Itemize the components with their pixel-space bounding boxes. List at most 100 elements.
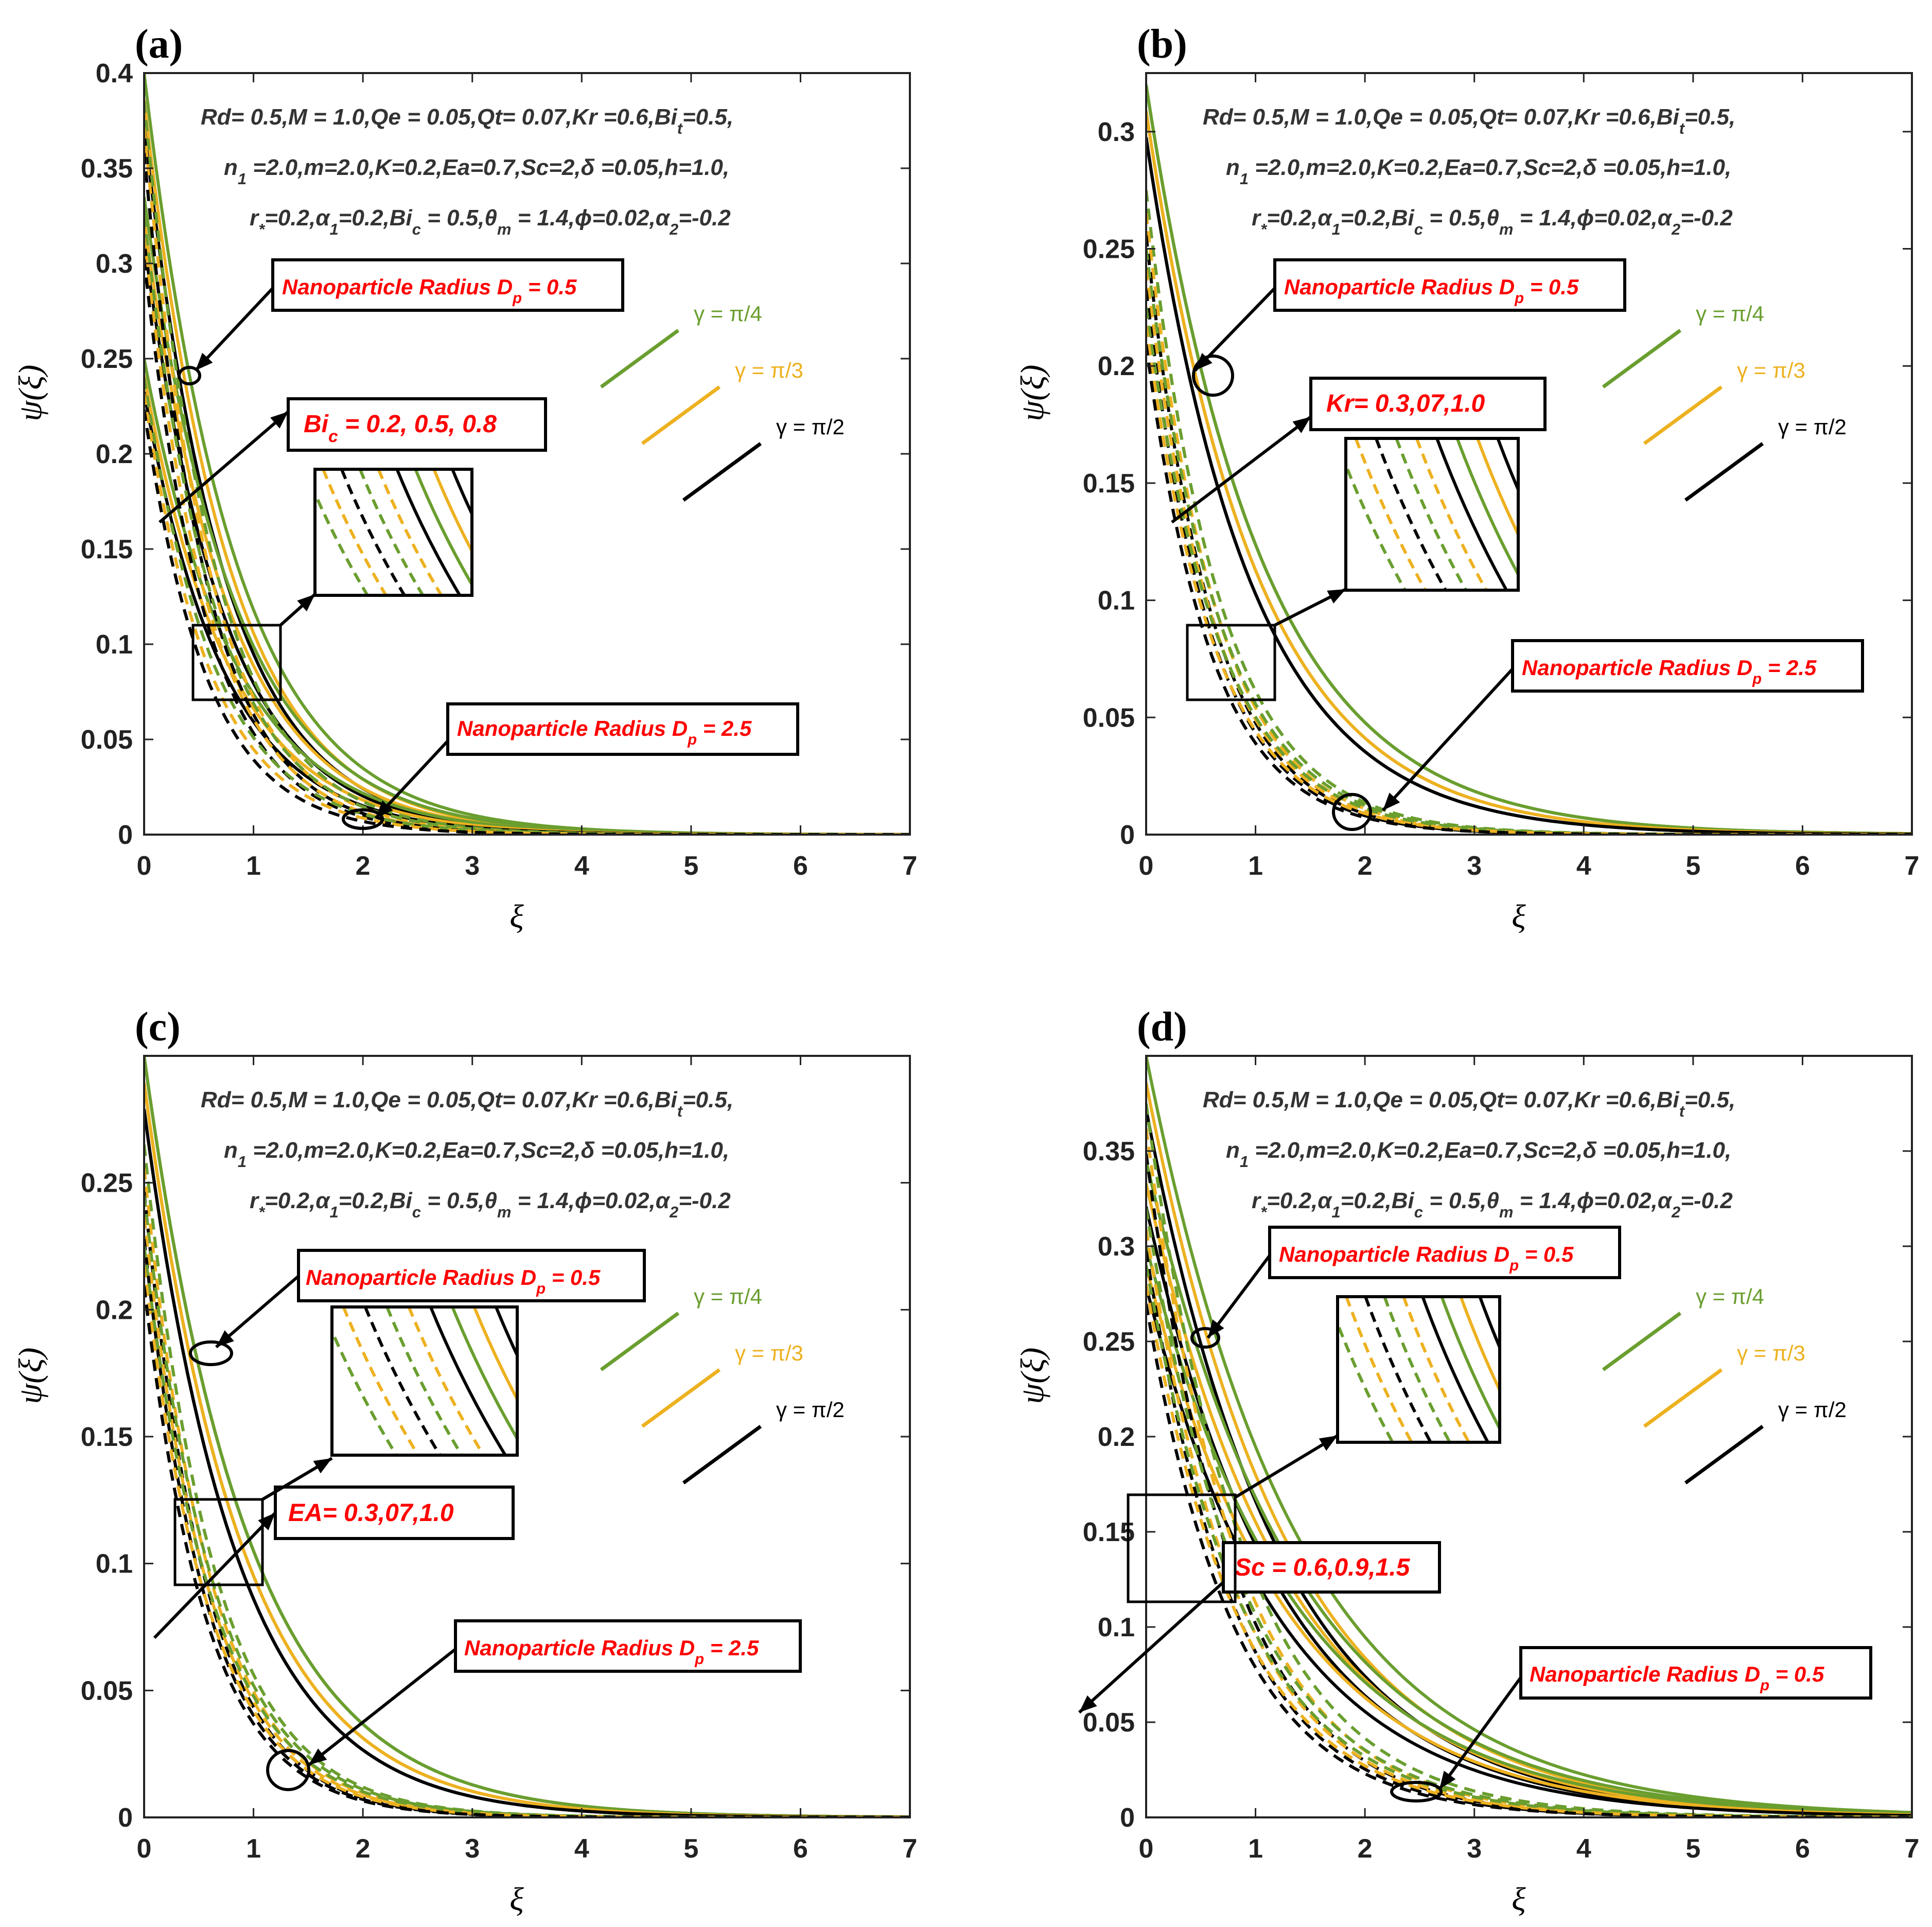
arrow-parameter-head [1079, 1695, 1097, 1712]
y-tick-label: 0.3 [96, 249, 133, 279]
zoom-curve [432, 469, 472, 555]
legend-label-0: γ = π/4 [1696, 302, 1764, 326]
legend-line-1 [641, 1368, 721, 1428]
arrow-np-bottom [308, 1648, 456, 1766]
zoom-curve [451, 469, 472, 518]
x-tick-label: 4 [1576, 851, 1591, 881]
annotation-np-top: Nanoparticle Radius Dp = 0.5 [282, 275, 577, 307]
panel-label: (a) [135, 22, 183, 67]
marker-ellipse-top [1190, 1327, 1220, 1349]
x-tick-label: 5 [1685, 851, 1700, 881]
zoom-curve [377, 469, 444, 595]
x-tick-label: 1 [246, 851, 261, 881]
zoom-curve [1455, 438, 1518, 578]
legend-label-2: γ = π/2 [1778, 415, 1847, 439]
x-tick-label: 7 [903, 851, 918, 881]
curve-dashed-1-gamma-2 [144, 259, 910, 835]
x-tick-label: 6 [793, 851, 808, 881]
zoom-curve [1476, 438, 1518, 538]
curve-dashed-2-gamma-0 [1146, 1265, 1912, 1817]
zoom-curve [1345, 1297, 1414, 1442]
y-tick-label: 0.3 [1098, 117, 1135, 147]
y-tick-label: 0.35 [1083, 1137, 1135, 1166]
y-tick-label: 0 [1120, 1803, 1135, 1833]
y-tick-label: 0 [1120, 820, 1135, 850]
zoom-curve [1478, 1297, 1500, 1352]
x-tick-label: 3 [1467, 1834, 1482, 1864]
x-tick-label: 6 [793, 1834, 808, 1864]
marker-ellipse-top [1192, 355, 1234, 397]
panel-d: (d) 0 1 2 3 4 5 6 7 0 0.05 0.1 0.15 0.2 0.25 0.3 0.35 ξ ψ(… [1014, 1004, 1919, 1917]
x-tick-label: 1 [1248, 851, 1263, 881]
x-tick-label: 6 [1795, 1834, 1810, 1864]
y-tick-label: 0.35 [81, 154, 133, 184]
x-tick-label: 0 [1139, 851, 1154, 881]
y-tick-label: 0.05 [1083, 703, 1135, 733]
annotation-np-top: Nanoparticle Radius Dp = 0.5 [1279, 1242, 1574, 1274]
annotation-np-bottom-box [446, 702, 799, 756]
zoom-curve [385, 1307, 464, 1455]
params-line-3: r*=0.2,α1=0.2,Bic = 0.5,θm = 1.4,ϕ=0.02,… [250, 1188, 731, 1221]
annotation-np-bottom-box [454, 1619, 802, 1673]
y-tick-label: 0.15 [81, 535, 133, 564]
y-tick-label: 0.05 [1083, 1708, 1135, 1738]
annotation-np-top-box [271, 258, 624, 312]
x-tick-label: 7 [903, 1834, 918, 1864]
annotation-parameter: Bic = 0.2, 0.5, 0.8 [304, 411, 497, 446]
legend-label-1: γ = π/3 [735, 1341, 803, 1365]
curve-solid-0-gamma-0 [1146, 1056, 1912, 1814]
zoom-curve [1402, 1297, 1471, 1442]
zoom-curve [1496, 438, 1518, 494]
arrow-zoom-link-head [1327, 589, 1346, 604]
zoom-inset-frame [330, 1305, 519, 1457]
y-tick-label: 0.1 [96, 630, 133, 660]
y-tick-label: 0.1 [96, 1549, 133, 1579]
annotation-parameter-box [287, 397, 547, 452]
annotation-parameter: Kr= 0.3,07,1.0 [1326, 390, 1485, 417]
legend-line-0 [600, 329, 680, 388]
y-tick-label: 0.25 [81, 344, 133, 374]
zoom-curve [1383, 1297, 1452, 1442]
annotation-np-bottom: Nanoparticle Radius Dp = 2.5 [1522, 656, 1817, 687]
panel-a: (a) 0 1 2 3 4 5 6 7 0 0.05 0.1 0.15 0.2 0.25 0.3 0.35 0.4… [12, 22, 917, 934]
panel-label: (b) [1137, 22, 1187, 67]
zoom-curve [395, 469, 462, 595]
x-tick-label: 3 [465, 1834, 480, 1864]
x-axis-label: ξ [1512, 898, 1526, 934]
x-tick-label: 0 [137, 1834, 152, 1864]
arrow-np-bottom-head [309, 1748, 327, 1765]
zoom-curve [358, 469, 425, 595]
x-tick-label: 7 [1905, 851, 1920, 881]
x-tick-label: 4 [574, 851, 589, 881]
zoom-curve [1375, 438, 1448, 590]
y-tick-label: 0.25 [1083, 235, 1135, 264]
legend-label-2: γ = π/2 [776, 1398, 845, 1422]
legend-line-2 [682, 1425, 762, 1484]
arrow-np-top-head [1208, 1319, 1224, 1338]
arrow-np-bottom [1438, 1676, 1522, 1790]
arrow-np-bottom [374, 739, 449, 820]
zoom-curve [1338, 1319, 1395, 1442]
marker-ellipse-bottom [266, 1749, 310, 1791]
panel-label: (d) [1137, 1004, 1187, 1050]
legend-line-1 [1643, 385, 1723, 445]
zoom-curve [407, 1307, 486, 1455]
legend-line-2 [682, 442, 762, 502]
x-tick-label: 0 [137, 851, 152, 881]
y-tick-label: 0.2 [96, 439, 133, 469]
marker-ellipse-top [178, 366, 201, 385]
arrow-np-bottom [1381, 667, 1514, 812]
marker-ellipse-bottom [342, 808, 384, 830]
zoom-curve [322, 469, 388, 595]
legend-line-0 [600, 1312, 680, 1371]
panel-c: (c) 0 1 2 3 4 5 6 7 0 0.05 0.1 0.15 0.2 0.25 ξ ψ(ξ) Rd= 0… [12, 1004, 917, 1917]
legend-line-2 [1684, 442, 1764, 502]
zoom-inset-frame [1344, 437, 1520, 592]
x-axis-label: ξ [510, 898, 524, 934]
arrow-np-bottom-head [1383, 792, 1400, 810]
zoom-curve [1346, 461, 1407, 590]
zoom-source-box [191, 624, 282, 701]
zoom-curve [1415, 438, 1488, 590]
y-tick-label: 0.15 [1083, 1517, 1135, 1547]
arrow-parameter [1171, 415, 1312, 524]
